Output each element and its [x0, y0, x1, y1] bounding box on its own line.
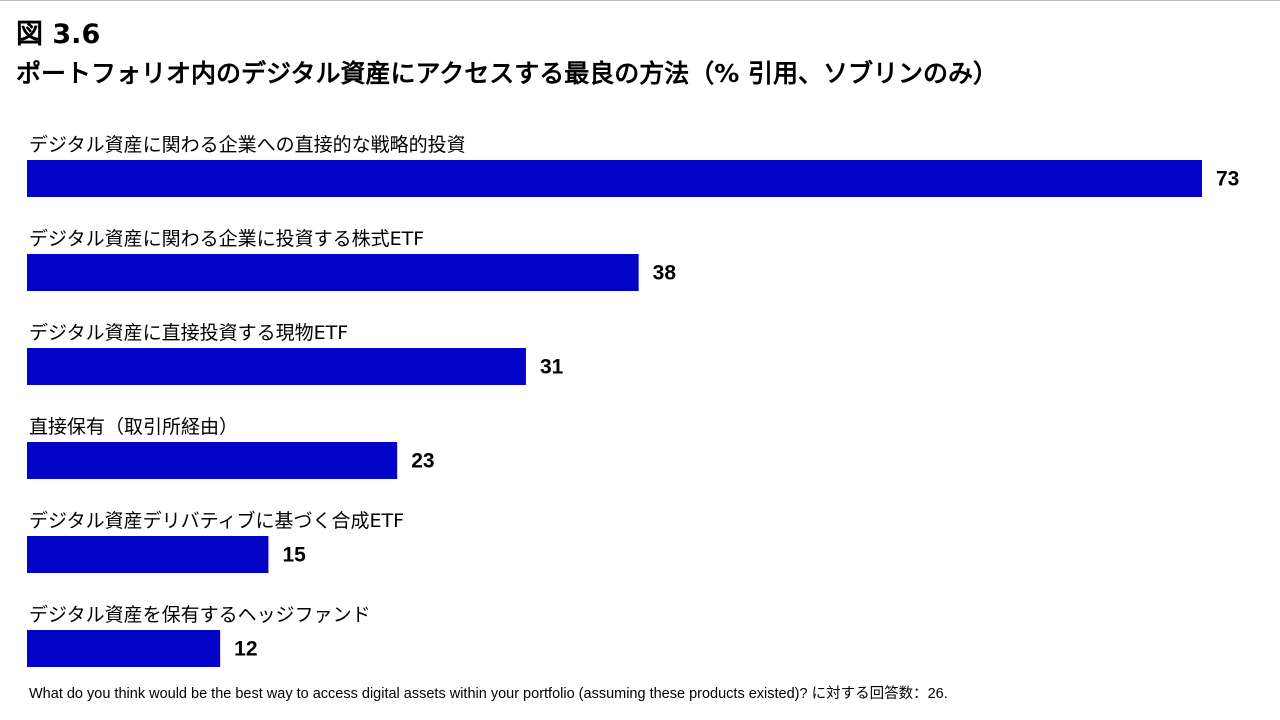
- bar: [27, 160, 1202, 197]
- value-label: 38: [653, 262, 677, 285]
- bar: [27, 536, 269, 573]
- top-rule: [0, 0, 1280, 1]
- category-label: デジタル資産に関わる企業への直接的な戦略的投資: [29, 134, 466, 156]
- bar: [27, 630, 221, 667]
- category-label: デジタル資産に関わる企業に投資する株式ETF: [29, 228, 424, 250]
- bar: [27, 348, 526, 385]
- category-label: デジタル資産に直接投資する現物ETF: [29, 322, 348, 344]
- value-label: 31: [540, 356, 564, 379]
- category-label: 直接保有（取引所経由）: [29, 416, 238, 438]
- value-label: 15: [282, 544, 306, 567]
- value-label: 12: [234, 638, 257, 661]
- footnote: What do you think would be the best way …: [29, 686, 948, 702]
- category-label: デジタル資産を保有するヘッジファンド: [29, 604, 371, 626]
- figure-number: 図 3.6: [16, 19, 101, 50]
- bar: [27, 254, 639, 291]
- bar: [27, 442, 398, 479]
- value-label: 73: [1216, 168, 1239, 191]
- category-label: デジタル資産デリバティブに基づく合成ETF: [29, 509, 404, 532]
- value-label: 23: [411, 450, 434, 473]
- chart-title: ポートフォリオ内のデジタル資産にアクセスする最良の方法（% 引用、ソブリンのみ）: [16, 59, 999, 88]
- bar-chart: デジタル資産に関わる企業への直接的な戦略的投資 73 デジタル資産に関わる企業に投資…: [27, 134, 1239, 667]
